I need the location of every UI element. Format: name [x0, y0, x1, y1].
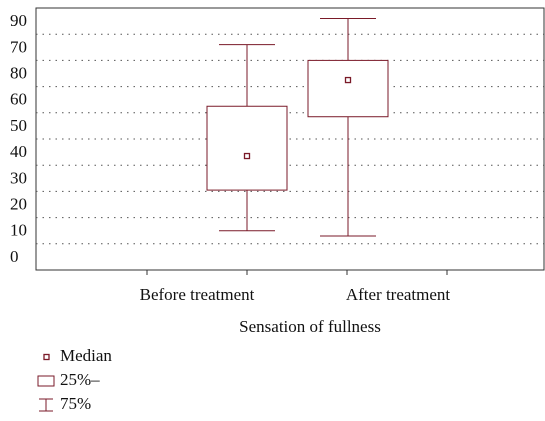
- legend-label: 25%–: [60, 370, 100, 389]
- y-tick-label: 50: [10, 116, 27, 135]
- box: [307, 59, 389, 118]
- y-tick-label: 30: [10, 168, 27, 187]
- y-tick-label: 20: [10, 195, 27, 214]
- legend-label: 75%: [60, 394, 91, 413]
- x-tick-label: Before treatment: [140, 285, 255, 304]
- y-tick-label: 40: [10, 142, 27, 161]
- median: [243, 152, 251, 160]
- y-tick-label: 80: [10, 64, 27, 83]
- legend-label: Median: [60, 346, 112, 365]
- box: [206, 105, 288, 191]
- y-tick-label: 0: [10, 247, 19, 266]
- y-tick-label: 10: [10, 221, 27, 240]
- legend-symbol: [37, 375, 55, 387]
- legend-symbol: [43, 353, 50, 361]
- x-tick-label: After treatment: [346, 285, 451, 304]
- median: [344, 76, 352, 84]
- x-axis-label: Sensation of fullness: [239, 317, 381, 336]
- y-tick-label: 90: [10, 11, 27, 30]
- y-tick-label: 70: [10, 37, 27, 56]
- y-tick-label: 60: [10, 90, 27, 109]
